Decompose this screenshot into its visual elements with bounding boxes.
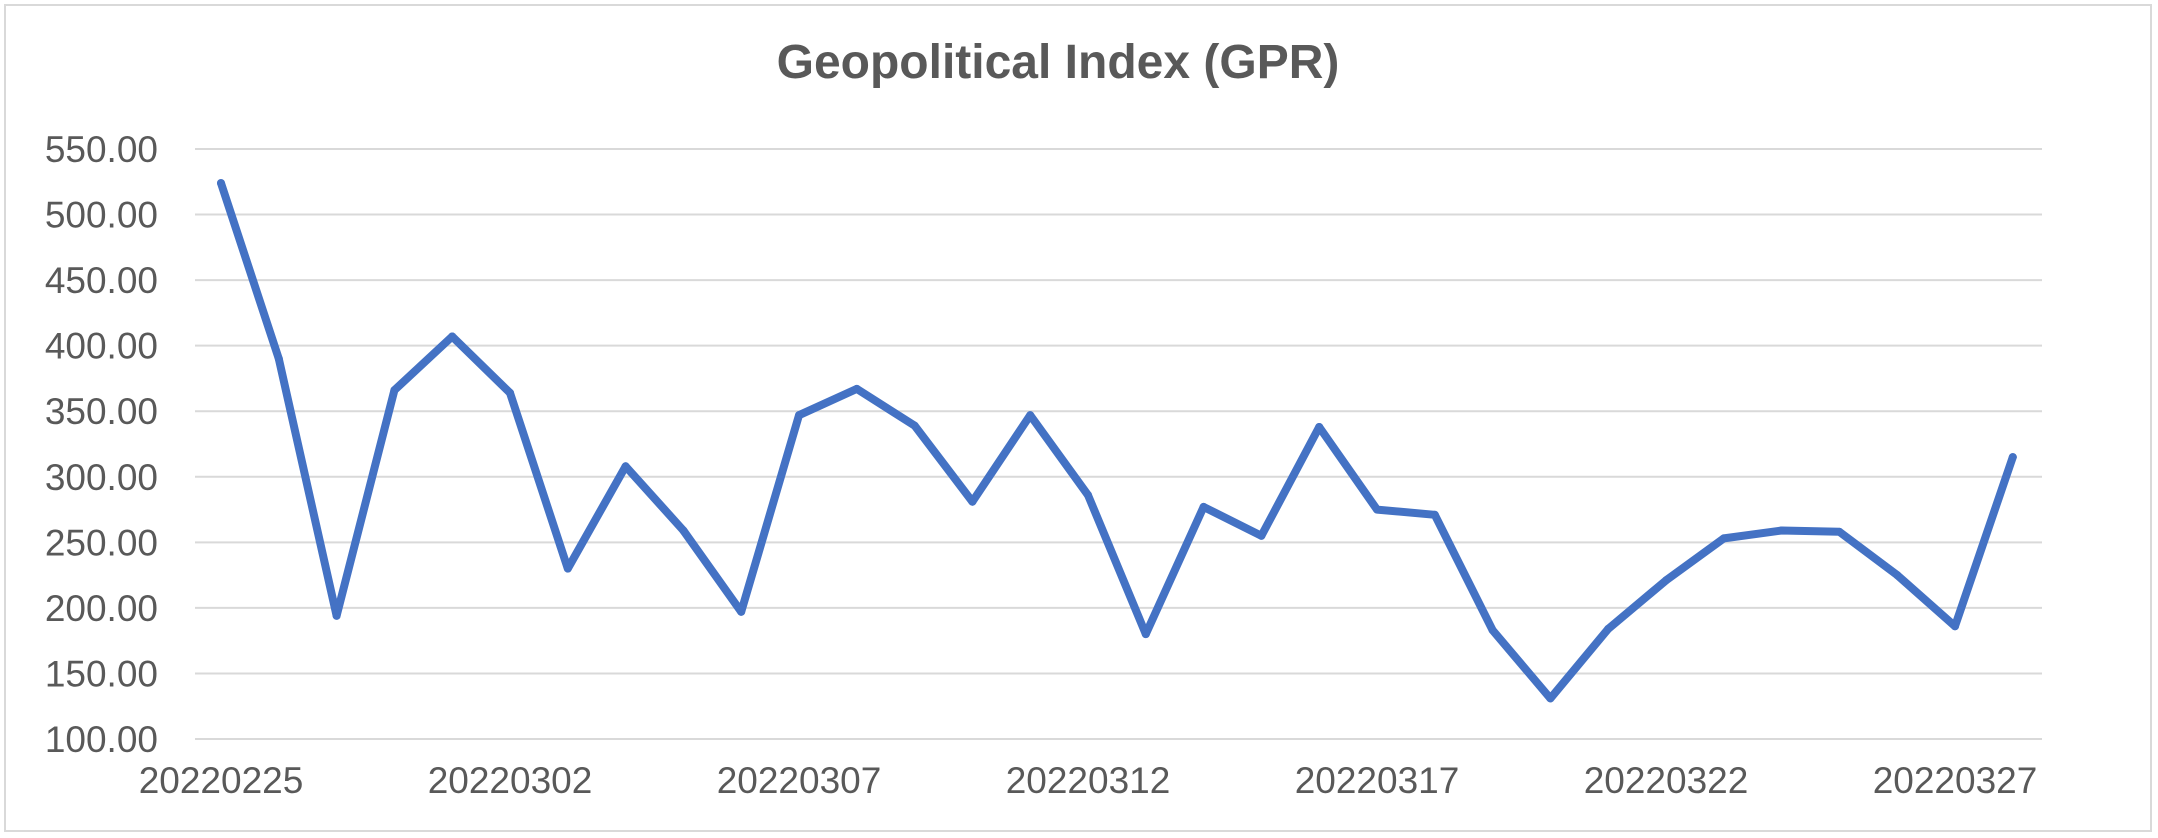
chart-frame <box>4 4 2152 832</box>
data-point <box>563 564 572 573</box>
y-tick-label: 250.00 <box>45 522 158 563</box>
y-tick-label: 350.00 <box>45 391 158 432</box>
data-point <box>1141 630 1150 639</box>
data-point <box>1719 534 1728 543</box>
data-point <box>1604 624 1613 633</box>
data-point <box>1430 510 1439 519</box>
x-tick-label: 20220327 <box>1873 760 2038 801</box>
data-point <box>968 497 977 506</box>
x-tick-label: 20220302 <box>428 760 593 801</box>
y-tick-label: 400.00 <box>45 326 158 367</box>
data-point <box>1084 491 1092 500</box>
data-point <box>737 607 746 616</box>
gridlines <box>195 148 2042 740</box>
data-point <box>332 611 341 620</box>
data-point <box>1199 502 1208 511</box>
data-point <box>274 354 283 363</box>
data-point <box>910 421 919 430</box>
data-point <box>621 462 630 471</box>
x-tick-label: 20220322 <box>1584 760 1749 801</box>
y-tick-label: 200.00 <box>45 588 158 629</box>
data-point <box>217 179 225 188</box>
series-layer <box>217 179 2017 703</box>
data-point <box>852 384 861 393</box>
data-point <box>1546 694 1555 703</box>
y-axis-tick-labels: 100.00 150.00 200.00 250.00 300.00 350.00 400.… <box>45 129 158 760</box>
y-tick-label: 150.00 <box>45 653 158 694</box>
data-point <box>1315 422 1324 431</box>
y-tick-label: 550.00 <box>45 129 158 170</box>
chart-title: Geopolitical Index (GPR) <box>777 36 1340 89</box>
data-point <box>1777 526 1786 535</box>
x-tick-label: 20220312 <box>1006 760 1171 801</box>
data-point <box>1835 527 1844 536</box>
y-tick-label: 450.00 <box>45 260 158 301</box>
x-tick-label: 20220307 <box>717 760 882 801</box>
x-tick-label: 20220225 <box>139 760 304 801</box>
y-tick-label: 300.00 <box>45 457 158 498</box>
data-point <box>1257 531 1266 540</box>
data-point <box>1893 571 1902 580</box>
x-axis-tick-labels: 20220225 20220302 20220307 20220312 20220317… <box>139 760 2038 801</box>
data-point <box>1373 505 1381 514</box>
series-line <box>217 179 2017 703</box>
data-point <box>1951 622 1959 631</box>
data-point <box>1662 576 1670 585</box>
data-point <box>390 386 399 395</box>
data-point <box>2008 453 2017 462</box>
data-point <box>1488 626 1497 635</box>
y-tick-label: 100.00 <box>45 719 158 760</box>
y-tick-label: 500.00 <box>45 195 158 236</box>
data-point <box>679 526 688 535</box>
data-point <box>448 332 457 341</box>
data-point <box>506 388 514 397</box>
data-point <box>795 411 803 420</box>
data-point <box>1026 411 1035 420</box>
x-tick-label: 20220317 <box>1295 760 1460 801</box>
